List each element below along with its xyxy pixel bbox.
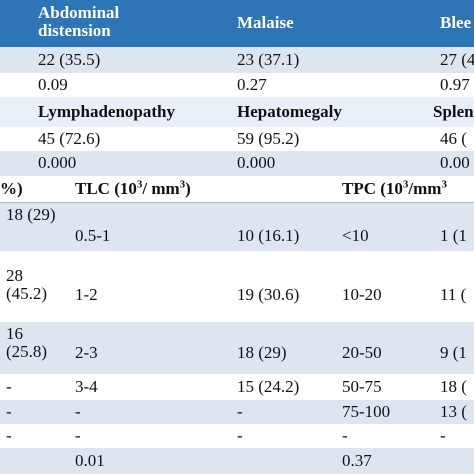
cell: 15 (24.2) [237, 377, 300, 396]
mid-row-pvalues: 0.000 0.000 0.00 [0, 151, 474, 176]
cell: 0.97 [440, 75, 470, 94]
table-row: 28 (45.2) 1-2 19 (30.6) 10-20 11 ( [0, 250, 474, 322]
top-row-pvalues: 0.09 0.27 0.97 [0, 73, 474, 97]
cell: 10-20 [342, 285, 382, 304]
cell: 0.00 [440, 153, 470, 172]
cell: 20-50 [342, 343, 382, 362]
cell: 0.000 [38, 153, 77, 172]
cell: - [6, 402, 12, 421]
cell: 22 (35.5) [38, 50, 101, 69]
table-row: - - - 75-100 13 ( [0, 400, 474, 424]
cell: 0.37 [342, 451, 372, 470]
cell: 10 (16.1) [237, 226, 300, 245]
tlc-unit: / mm [142, 179, 180, 198]
cell: 45 (72.6) [38, 129, 101, 148]
mid-header-row: Lymphadenopathy Hepatomegaly Splen [0, 97, 474, 127]
cell: 18 ( [440, 377, 467, 396]
cell: 13 ( [440, 402, 467, 421]
cell: 75-100 [342, 402, 391, 421]
tpc-exponent-2: 3 [441, 178, 447, 191]
tlc-label: TLC (10 [75, 179, 137, 198]
cell: 50-75 [342, 377, 382, 396]
cell: 3-4 [75, 377, 98, 396]
cell: 0.000 [237, 153, 276, 172]
header-abdominal-distension: Abdominal distension [38, 3, 120, 40]
cell: - [342, 426, 348, 445]
cell: <10 [342, 226, 369, 245]
cell: 19 (30.6) [237, 285, 300, 304]
table-row: 16 (25.8) 2-3 18 (29) 20-50 9 (1 [0, 322, 474, 374]
mid-row-counts: 45 (72.6) 59 (95.2) 46 ( [0, 127, 474, 151]
cell: 1 (1 [440, 226, 467, 245]
cell: 16 (25.8) [6, 324, 48, 361]
cell: 0.5-1 [75, 226, 111, 245]
header-percent: %) [0, 179, 23, 198]
cell: 46 ( [440, 129, 467, 148]
header-hepatomegaly: Hepatomegaly [237, 102, 342, 121]
table-row-pvalue: 0.01 0.37 [0, 448, 474, 474]
table-row: - - - - - [0, 424, 474, 448]
cell: - [75, 402, 81, 421]
cell: 28 (45.2) [6, 266, 48, 303]
cell: - [237, 426, 243, 445]
cell: 11 ( [440, 285, 467, 304]
cell: - [237, 402, 243, 421]
header-malaise: Malaise [237, 13, 294, 32]
cell: 0.01 [75, 451, 105, 470]
top-row-counts: 22 (35.5) 23 (37.1) 27 (4 [0, 47, 474, 73]
cell: 18 (29) [6, 205, 56, 224]
cell: - [440, 426, 446, 445]
cell: 9 (1 [440, 343, 467, 362]
table-row: 18 (29) 0.5-1 10 (16.1) <10 1 (1 [0, 202, 474, 251]
top-header-row: Abdominal distension Malaise Blee [0, 0, 474, 47]
header-lymphadenopathy: Lymphadenopathy [38, 102, 175, 121]
cell: 27 (4 [440, 50, 474, 69]
tpc-unit: /mm [408, 179, 442, 198]
cell: 1-2 [75, 285, 98, 304]
cell: 2-3 [75, 343, 98, 362]
tlc-exponent: 3 [136, 178, 143, 191]
tlc-exponent-2: 3 [179, 178, 186, 191]
tlc-close: ) [185, 179, 191, 198]
header-splenomegaly: Splen [433, 102, 474, 121]
cell: 18 (29) [237, 343, 287, 362]
tpc-label: TPC (10 [342, 179, 403, 198]
count-header-row: %) TLC (103/ mm3) TPC (103/mm3 [0, 176, 474, 202]
cell: - [6, 377, 12, 396]
cell: 59 (95.2) [237, 129, 300, 148]
header-bleeding: Blee [440, 13, 472, 32]
header-tlc: TLC (103/ mm3) [75, 178, 191, 198]
cell: 0.27 [237, 75, 267, 94]
header-tpc: TPC (103/mm3 [342, 178, 447, 198]
cell: - [6, 426, 12, 445]
cell: - [75, 426, 81, 445]
cell: 23 (37.1) [237, 50, 300, 69]
tpc-exponent: 3 [402, 178, 409, 191]
table-row: - 3-4 15 (24.2) 50-75 18 ( [0, 374, 474, 400]
cell: 0.09 [38, 75, 68, 94]
